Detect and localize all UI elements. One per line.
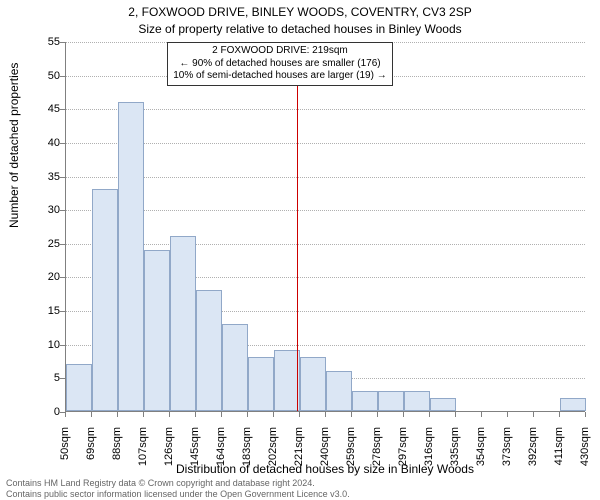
chart-title-line1: 2, FOXWOOD DRIVE, BINLEY WOODS, COVENTRY…: [0, 5, 600, 19]
y-tick-mark: [60, 143, 65, 144]
y-axis-label: Number of detached properties: [7, 63, 21, 228]
y-tick-mark: [60, 378, 65, 379]
y-tick-mark: [60, 311, 65, 312]
y-tick-mark: [60, 76, 65, 77]
y-tick-mark: [60, 177, 65, 178]
x-tick-label: 411sqm: [553, 427, 565, 473]
y-tick-mark: [60, 345, 65, 346]
x-tick-label: 145sqm: [189, 427, 201, 473]
histogram-bar: [326, 371, 352, 411]
x-tick-label: 316sqm: [423, 427, 435, 473]
histogram-bar: [274, 350, 300, 411]
x-tick-label: 126sqm: [163, 427, 175, 473]
y-tick-mark: [60, 109, 65, 110]
x-tick-mark: [481, 412, 482, 417]
chart-title-line2: Size of property relative to detached ho…: [0, 22, 600, 36]
y-tick-label: 5: [30, 372, 60, 384]
annotation-line1: 2 FOXWOOD DRIVE: 219sqm: [173, 45, 386, 58]
footer-attribution: Contains HM Land Registry data © Crown c…: [6, 478, 350, 499]
reference-line: [297, 42, 298, 411]
x-tick-mark: [247, 412, 248, 417]
x-tick-label: 183sqm: [241, 427, 253, 473]
x-tick-mark: [221, 412, 222, 417]
y-tick-label: 40: [30, 137, 60, 149]
histogram-bar: [144, 250, 170, 411]
x-tick-mark: [377, 412, 378, 417]
annotation-line2: ← 90% of detached houses are smaller (17…: [173, 58, 386, 71]
histogram-bar: [170, 236, 196, 411]
x-tick-mark: [455, 412, 456, 417]
x-tick-label: 164sqm: [215, 427, 227, 473]
x-tick-label: 354sqm: [475, 427, 487, 473]
x-tick-label: 107sqm: [137, 427, 149, 473]
y-tick-label: 55: [30, 36, 60, 48]
x-tick-mark: [65, 412, 66, 417]
histogram-bar: [430, 398, 456, 411]
histogram-bar: [66, 364, 92, 411]
y-tick-label: 25: [30, 238, 60, 250]
y-tick-label: 45: [30, 103, 60, 115]
x-tick-label: 335sqm: [449, 427, 461, 473]
x-tick-label: 202sqm: [267, 427, 279, 473]
x-tick-mark: [91, 412, 92, 417]
y-tick-label: 35: [30, 171, 60, 183]
x-tick-mark: [299, 412, 300, 417]
y-tick-mark: [60, 210, 65, 211]
annotation-line3: 10% of semi-detached houses are larger (…: [173, 70, 386, 83]
x-tick-mark: [403, 412, 404, 417]
histogram-bar: [118, 102, 144, 411]
x-tick-mark: [429, 412, 430, 417]
histogram-bar: [378, 391, 404, 411]
footer-line2: Contains public sector information licen…: [6, 489, 350, 499]
x-tick-mark: [195, 412, 196, 417]
x-tick-mark: [533, 412, 534, 417]
histogram-bar: [352, 391, 378, 411]
x-tick-mark: [143, 412, 144, 417]
y-tick-mark: [60, 244, 65, 245]
property-size-chart: 2, FOXWOOD DRIVE, BINLEY WOODS, COVENTRY…: [0, 0, 600, 500]
x-tick-mark: [117, 412, 118, 417]
x-tick-label: 88sqm: [111, 427, 123, 473]
annotation-box: 2 FOXWOOD DRIVE: 219sqm← 90% of detached…: [167, 42, 392, 86]
y-tick-label: 20: [30, 271, 60, 283]
x-tick-mark: [273, 412, 274, 417]
x-tick-label: 297sqm: [397, 427, 409, 473]
x-tick-label: 278sqm: [371, 427, 383, 473]
x-tick-mark: [169, 412, 170, 417]
histogram-bar: [300, 357, 326, 411]
footer-line1: Contains HM Land Registry data © Crown c…: [6, 478, 350, 488]
histogram-bar: [404, 391, 430, 411]
x-tick-label: 373sqm: [501, 427, 513, 473]
y-tick-label: 10: [30, 339, 60, 351]
x-tick-label: 69sqm: [85, 427, 97, 473]
y-tick-mark: [60, 277, 65, 278]
x-tick-mark: [507, 412, 508, 417]
x-tick-label: 50sqm: [59, 427, 71, 473]
plot-area: 2 FOXWOOD DRIVE: 219sqm← 90% of detached…: [65, 42, 585, 412]
y-tick-mark: [60, 42, 65, 43]
x-tick-mark: [559, 412, 560, 417]
x-tick-label: 259sqm: [345, 427, 357, 473]
y-tick-label: 15: [30, 305, 60, 317]
histogram-bar: [248, 357, 274, 411]
histogram-bar: [560, 398, 586, 411]
x-tick-label: 392sqm: [527, 427, 539, 473]
y-tick-label: 0: [30, 406, 60, 418]
x-tick-mark: [325, 412, 326, 417]
histogram-bar: [196, 290, 222, 411]
histogram-bar: [92, 189, 118, 411]
x-tick-mark: [351, 412, 352, 417]
x-tick-mark: [585, 412, 586, 417]
x-tick-label: 240sqm: [319, 427, 331, 473]
y-tick-label: 50: [30, 70, 60, 82]
histogram-bar: [222, 324, 248, 411]
y-tick-label: 30: [30, 204, 60, 216]
x-tick-label: 430sqm: [579, 427, 591, 473]
x-tick-label: 221sqm: [293, 427, 305, 473]
